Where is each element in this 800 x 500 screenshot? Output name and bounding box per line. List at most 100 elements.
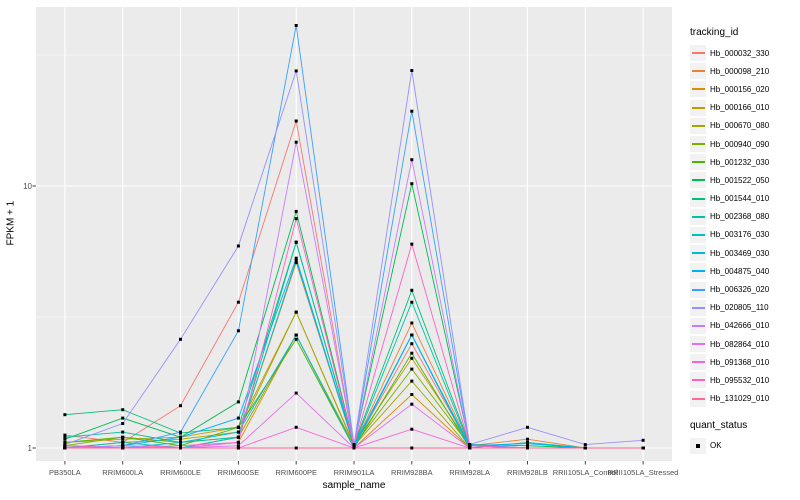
legend-item-label: Hb_000940_090 xyxy=(710,139,770,149)
data-point xyxy=(410,109,414,113)
legend-item: Hb_003469_030 xyxy=(690,244,800,262)
legend-item: Hb_002368_080 xyxy=(690,208,800,226)
legend-item-label: Hb_091368_010 xyxy=(710,357,770,367)
data-point xyxy=(468,444,472,448)
data-point xyxy=(410,446,414,450)
legend-item: Hb_000098_210 xyxy=(690,62,800,80)
data-point xyxy=(410,158,414,162)
line-swatch-icon xyxy=(691,397,705,400)
data-point xyxy=(526,425,529,429)
data-point xyxy=(583,446,587,450)
y-axis-title: FPKM + 1 xyxy=(5,200,17,246)
data-point xyxy=(121,444,125,448)
data-point xyxy=(526,442,529,445)
line-swatch-icon xyxy=(691,379,705,382)
data-point xyxy=(236,444,240,448)
legend-item-label: Hb_003469_030 xyxy=(710,248,770,258)
data-point xyxy=(410,427,414,431)
data-point xyxy=(410,356,414,360)
data-point xyxy=(410,182,414,186)
legend-item-label: Hb_042666_010 xyxy=(710,321,770,331)
data-point xyxy=(63,413,67,417)
line-swatch-icon xyxy=(691,324,705,327)
data-point xyxy=(352,446,356,450)
x-tick-label: RRIM600PE xyxy=(275,468,318,477)
data-point xyxy=(410,402,414,406)
data-point xyxy=(121,430,125,434)
data-point xyxy=(294,425,298,429)
data-point xyxy=(179,440,182,444)
data-point xyxy=(179,444,182,448)
data-point xyxy=(63,435,67,439)
data-point xyxy=(179,404,182,408)
line-swatch-icon xyxy=(691,252,705,255)
legend-item: Hb_091368_010 xyxy=(690,353,800,371)
data-point xyxy=(294,261,298,265)
data-point xyxy=(294,256,298,260)
legend-item-label: Hb_001544_010 xyxy=(710,194,770,204)
legend-key xyxy=(690,281,706,298)
data-point xyxy=(63,437,67,441)
data-point xyxy=(294,24,298,27)
data-point xyxy=(410,367,414,371)
data-point xyxy=(410,393,414,396)
line-swatch-icon xyxy=(691,343,705,346)
legend-item-label: Hb_000166_010 xyxy=(710,103,770,113)
x-tick-label: RRII105LA_Stressed xyxy=(607,468,679,477)
data-point xyxy=(526,446,529,450)
data-point xyxy=(526,437,529,441)
data-point xyxy=(294,333,298,337)
legend-item-label: Hb_003176_030 xyxy=(710,230,770,240)
legend-item: Hb_020805_110 xyxy=(690,299,800,317)
data-point xyxy=(410,379,414,383)
line-swatch-icon xyxy=(691,288,705,291)
legend-key xyxy=(690,372,706,389)
legend-item-label: Hb_095532_010 xyxy=(710,375,770,385)
data-point xyxy=(294,209,298,213)
data-point xyxy=(294,258,298,262)
data-point xyxy=(410,300,414,304)
data-point xyxy=(294,119,298,123)
data-point xyxy=(294,337,298,341)
data-point xyxy=(352,444,356,448)
data-point xyxy=(294,140,298,144)
legend-key xyxy=(690,136,706,153)
legend-key xyxy=(690,299,706,316)
data-point xyxy=(236,329,240,333)
data-point xyxy=(526,444,529,448)
data-point xyxy=(179,437,182,441)
legend-key xyxy=(690,99,706,116)
legend-item-label: Hb_000032_330 xyxy=(710,48,770,58)
data-point xyxy=(63,440,67,444)
y-tick-label: 10 xyxy=(23,182,32,191)
data-point xyxy=(63,444,67,448)
line-swatch-icon xyxy=(691,197,705,200)
legend-item: Hb_001232_030 xyxy=(690,153,800,171)
line-swatch-icon xyxy=(691,179,705,182)
legend-key xyxy=(690,172,706,189)
data-point xyxy=(294,310,298,314)
line-swatch-icon xyxy=(691,215,705,218)
legend-block-quant-status: quant_status OK xyxy=(690,420,800,455)
legend-key xyxy=(690,154,706,171)
data-point xyxy=(179,446,182,450)
line-swatch-icon xyxy=(691,270,705,273)
data-point xyxy=(179,430,182,434)
data-point xyxy=(410,69,414,72)
line-swatch-icon xyxy=(691,52,705,55)
line-swatch-icon xyxy=(691,233,705,236)
line-swatch-icon xyxy=(691,88,705,91)
x-tick-label: RRIM600LE xyxy=(160,468,201,477)
data-point xyxy=(641,438,645,442)
line-swatch-icon xyxy=(691,306,705,309)
x-axis-title: sample_name xyxy=(322,480,386,491)
data-point xyxy=(294,446,298,450)
x-tick-label: RRIM928LA xyxy=(449,468,491,477)
legend-item: Hb_000032_330 xyxy=(690,44,800,62)
legend-key xyxy=(690,317,706,334)
data-point xyxy=(410,288,414,292)
data-point xyxy=(179,337,182,341)
line-swatch-icon xyxy=(691,161,705,164)
